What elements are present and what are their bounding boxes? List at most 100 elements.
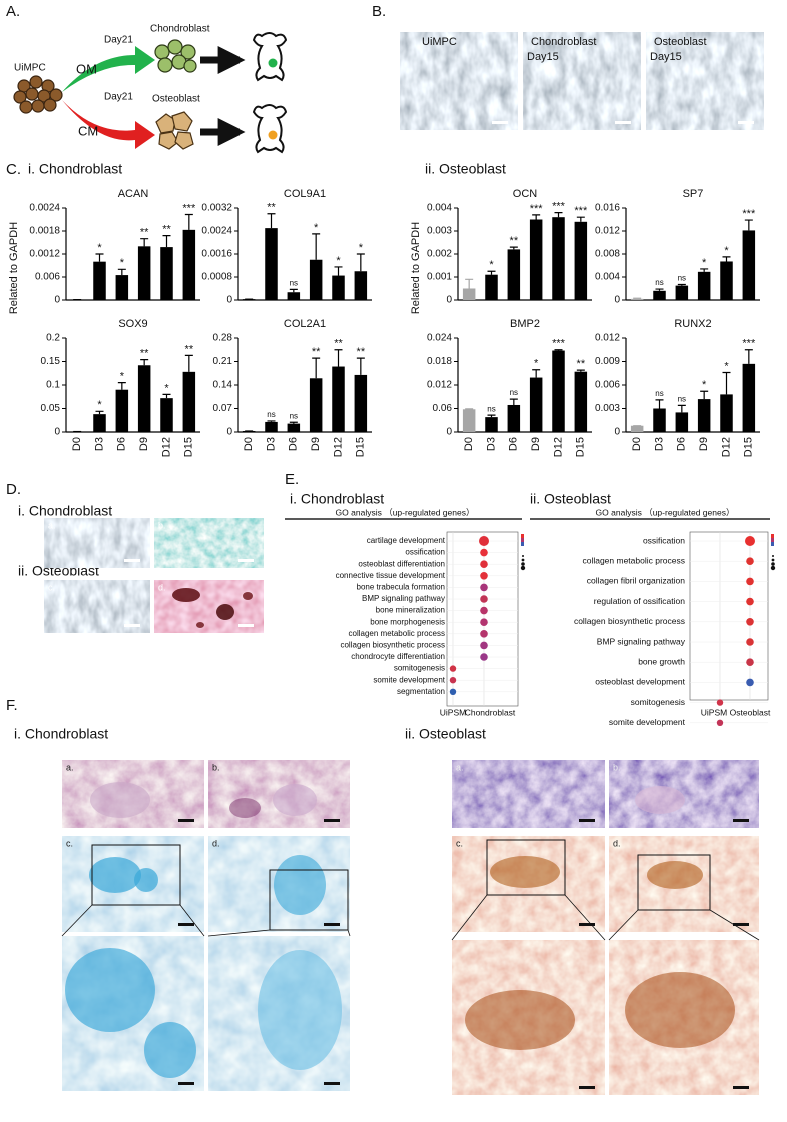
micrograph [609,940,759,1095]
legend-key [771,558,775,562]
image-label: a. [456,762,464,772]
schematic [13,32,288,154]
y-tick-label: 0.15 [41,356,61,367]
y-tick-label: ossification [643,535,685,545]
bar-chart: RUNX2 0 0.003 0.006 0.009 0.012 D0 ns D3 ns D6 * D9 *… [595,318,760,457]
y-tick-label: 0.002 [427,249,452,260]
x-tick-label: D6 [676,437,688,451]
label: Day21 [104,35,133,46]
y-tick-label: 0 [226,295,232,306]
legend-key [772,555,774,557]
significance: * [97,242,102,254]
tissue-feature [65,948,155,1032]
y-tick-label: chondrocyte differentiation [351,652,445,661]
y-tick-label: 0.0016 [201,249,232,260]
zoom-line [61,904,93,937]
panel-label: E. [285,471,299,488]
error-bar [677,404,686,413]
micrograph: a. [62,760,204,828]
zoom-line [709,909,760,941]
error-bar [700,268,709,272]
micrograph: a. [44,518,150,568]
bar [265,228,278,300]
scale-bar [124,624,140,627]
image [400,32,518,130]
label: CM [78,123,98,138]
image-label: b. [212,762,220,772]
bar [332,275,345,300]
y-tick-label: osteoblast development [595,677,685,687]
significance: * [359,242,364,254]
x-tick-label: D3 [93,437,105,451]
y-tick-label: 0 [446,295,452,306]
error-bar [633,297,642,299]
error-bar [289,288,298,293]
legend-key [521,538,524,542]
bar [160,398,173,432]
significance: * [314,222,319,234]
error-bar [677,283,686,286]
panel-label: F. [6,697,18,714]
bar [182,229,196,300]
scale-bar [178,819,194,822]
zoom-box [269,869,349,931]
chart-title: COL2A1 [284,318,326,330]
dot [480,618,488,626]
cell-cluster [13,75,63,114]
scale-bar [733,1086,749,1089]
legend-key [522,555,524,557]
y-tick-label: bone morphogenesis [370,617,445,626]
label: Day21 [104,92,133,103]
scale-bar [733,819,749,822]
significance: ns [655,389,663,398]
y-tick-label: 0.001 [427,272,452,283]
dot [480,583,488,592]
zoom-line [179,904,205,937]
error-bar [554,349,563,351]
dot [480,641,488,650]
image [523,32,641,130]
x-tick-label: D12 [552,437,564,457]
x-tick-label: D0 [243,437,255,451]
tissue-feature [90,782,150,818]
scale-bar [324,1082,340,1085]
bar [742,363,756,432]
scale-bar [492,121,508,124]
scale-bar [324,819,340,822]
significance: ns [678,394,686,403]
chart-title: RUNX2 [674,318,711,330]
x-tick-label: UiPSM [440,707,466,717]
section-title: i. Chondroblast [28,161,122,177]
section-title: i. Chondroblast [290,491,384,507]
y-tick-label: 0.004 [427,203,452,214]
image-label: c. [456,838,463,848]
scale-bar [178,923,194,926]
bar [115,275,129,300]
error-bar [117,268,126,276]
y-tick-label: 0.1 [46,380,60,391]
error-bar [744,349,753,364]
y-tick-label: collagen fibril organization [587,576,686,586]
micrograph: c. [452,836,605,932]
bar [507,404,521,432]
zoom-line [451,894,488,941]
significance: * [120,371,125,383]
y-tick-label: collagen metabolic process [349,629,446,638]
significance: ** [577,358,586,370]
error-bar [465,278,474,289]
scale-bar [733,923,749,926]
y-tick-label: BMP signaling pathway [597,636,686,646]
dot [480,560,488,568]
bar [653,290,666,300]
y-tick-label: 0.07 [213,403,233,414]
scale-bar [579,1086,595,1089]
dot [716,699,724,706]
zoom-line [207,929,271,937]
significance: * [724,360,729,372]
bar-chart: COL2A1 0 0.07 0.14 0.21 0.28 D0 ns D3 ns D6 ** D9 ** D… [213,318,372,457]
y-tick-label: collagen biosynthetic process [340,641,445,650]
legend-key [521,542,524,546]
tissue-feature [216,604,234,620]
bar [354,271,368,300]
